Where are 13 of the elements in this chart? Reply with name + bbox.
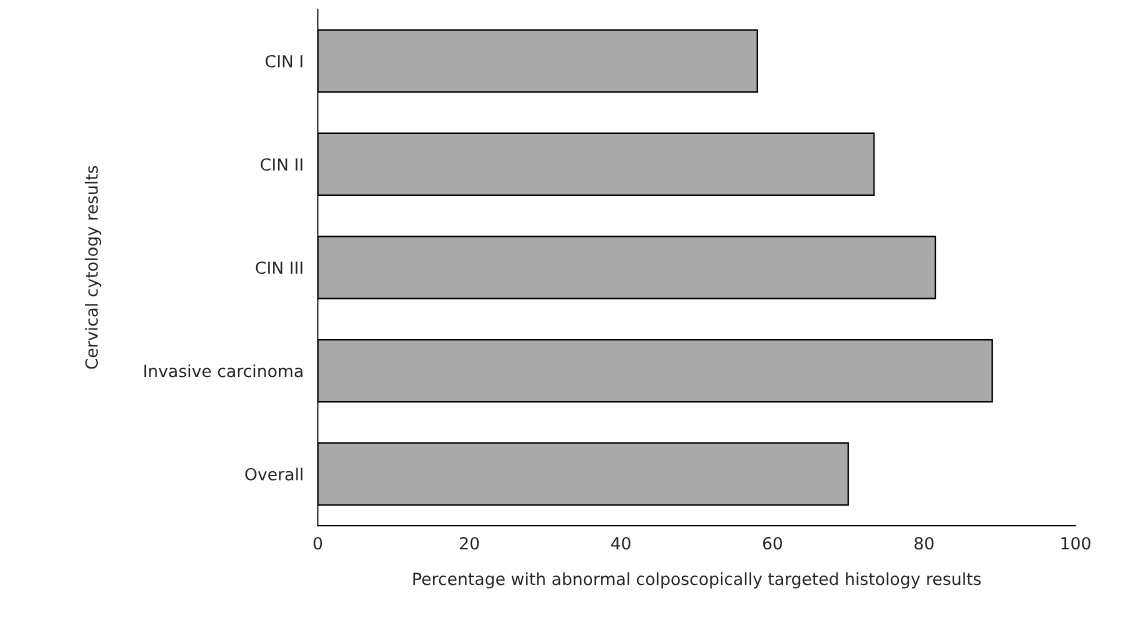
x-axis-title: Percentage with abnormal colposcopically targeted histology results — [413, 572, 981, 589]
x-tick-label: 60 — [763, 537, 782, 550]
y-tick-label: Invasive carcinoma — [144, 364, 303, 378]
y-tick-label: CIN I — [265, 54, 303, 68]
y-axis-title: Cervical cytology results — [84, 165, 102, 369]
x-tick-label: 20 — [459, 537, 479, 550]
y-tick-label: CIN II — [260, 158, 303, 171]
x-tick-label: 100 — [1061, 537, 1091, 550]
y-tick-label: Overall — [245, 467, 303, 481]
x-tick-label: 0 — [313, 537, 323, 550]
y-tick-label: CIN III — [255, 261, 303, 275]
x-tick-label: 80 — [914, 537, 934, 550]
x-tick-label: 40 — [611, 537, 631, 550]
